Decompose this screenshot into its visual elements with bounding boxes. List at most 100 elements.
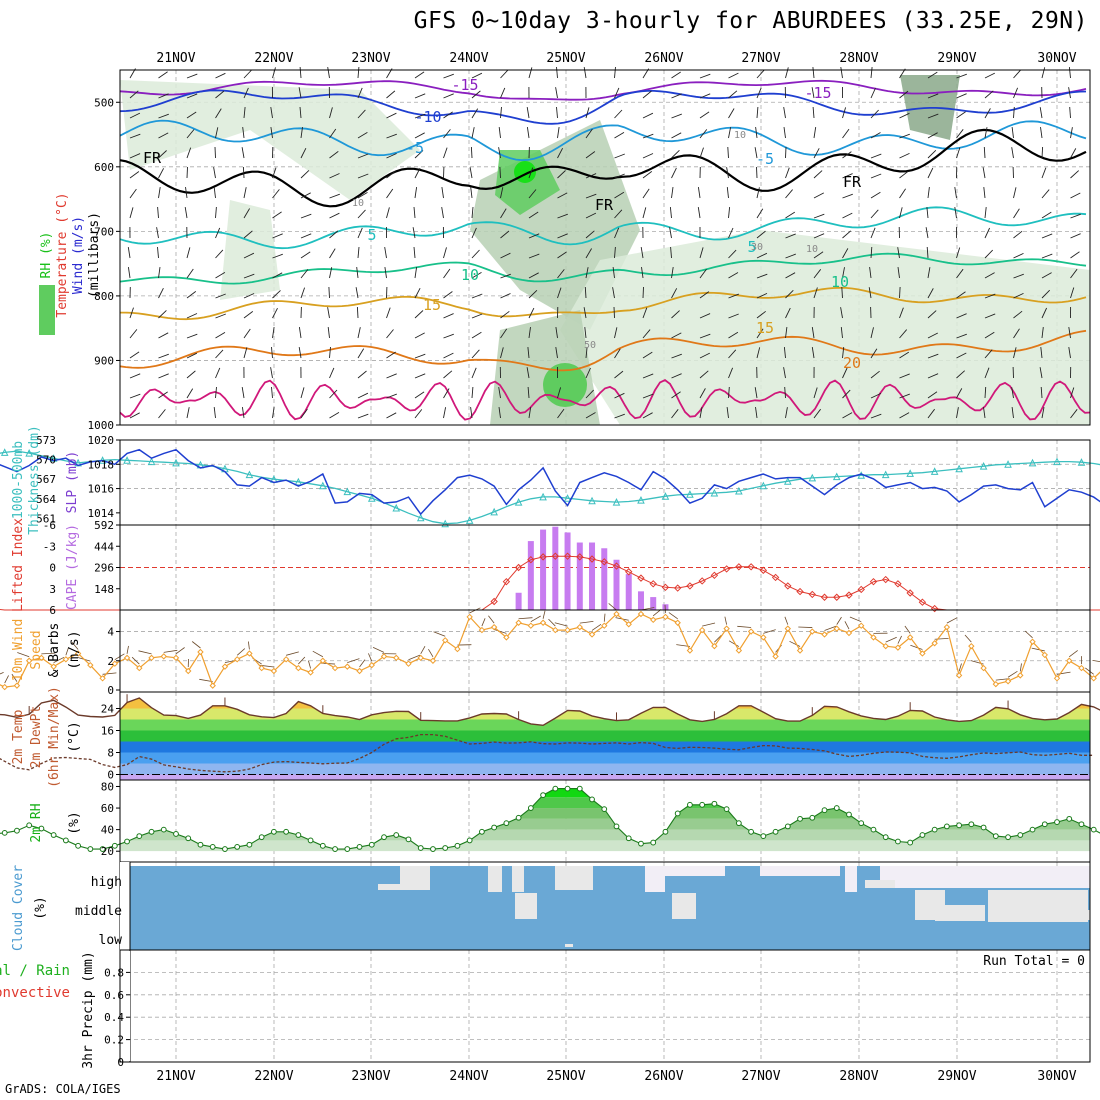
isotherm-label: 50 <box>584 340 596 351</box>
wind-barb <box>556 66 558 79</box>
wind-barb <box>783 127 786 139</box>
wind-barb <box>640 247 644 259</box>
wind-barb <box>243 328 251 339</box>
wind-barb <box>17 652 30 658</box>
wind-barb <box>842 173 853 179</box>
wind-barb <box>329 367 335 379</box>
rh-marker <box>356 843 363 850</box>
wind-barb <box>443 129 451 139</box>
rh-legend-swatch <box>39 285 55 335</box>
wind-marker <box>686 647 694 654</box>
wind-barb <box>500 311 510 319</box>
wind-barb <box>298 87 302 99</box>
li-marker <box>894 580 902 588</box>
rh-marker <box>381 834 387 841</box>
wind-barb <box>585 412 596 419</box>
wind-barb <box>899 112 910 119</box>
wind-marker <box>613 610 620 618</box>
wind-barb <box>527 386 530 399</box>
rh-marker <box>968 821 975 828</box>
wind-barb <box>699 247 704 259</box>
wind-barb <box>428 648 434 657</box>
wind-barb <box>215 249 224 259</box>
wind-barb <box>241 147 245 159</box>
wind-barb <box>927 408 935 419</box>
wind-barb <box>443 111 453 119</box>
wind-barb <box>186 370 196 379</box>
wind-barb <box>984 227 991 239</box>
wind-barb <box>129 207 134 219</box>
wind-barb <box>158 353 169 359</box>
rh-marker <box>723 806 730 813</box>
wind-barb <box>386 133 397 139</box>
cloud-light-block <box>935 905 985 921</box>
wind-marker <box>123 654 131 662</box>
wind-barb <box>129 351 140 359</box>
rh-marker <box>515 814 522 821</box>
wind-barb <box>726 167 729 179</box>
rh-shading <box>560 230 1090 425</box>
isotherm-label: 10 <box>831 273 849 291</box>
wind-barb <box>910 644 923 650</box>
wind-barb <box>699 291 710 299</box>
wind-barb <box>870 132 881 139</box>
wind-barb <box>958 663 962 672</box>
cloud-light-block <box>672 893 696 919</box>
cape-bar <box>564 532 571 610</box>
temp-band <box>120 752 1090 764</box>
wind-barb <box>671 267 674 279</box>
wind-barb <box>785 289 794 299</box>
wind-barb <box>557 192 568 199</box>
li-marker <box>661 583 670 592</box>
wind-barb <box>842 248 849 259</box>
thickness-marker <box>612 497 621 506</box>
wind-barb <box>671 391 681 399</box>
wind-barb <box>984 72 996 79</box>
wind-barb <box>186 111 197 119</box>
wind-barb <box>129 90 139 99</box>
wind-barb <box>129 329 138 339</box>
wind-barb <box>157 206 159 219</box>
wind-barb <box>500 293 511 299</box>
wind-barb <box>443 313 454 319</box>
wind-barb <box>756 208 764 219</box>
wind-barb <box>984 313 996 319</box>
rh-marker <box>111 842 118 849</box>
wind-marker <box>356 667 363 675</box>
cape-bar <box>613 559 620 610</box>
wind-barb <box>728 72 739 79</box>
wind-barb <box>443 291 453 299</box>
precip-label: 3hr Precip (mm) <box>81 951 96 1068</box>
wind-barb <box>885 636 897 643</box>
wind-barb <box>158 93 169 99</box>
wind-barb <box>870 370 880 379</box>
wind-barb <box>470 187 473 199</box>
thickness-marker <box>563 494 572 502</box>
wind-marker <box>919 650 926 657</box>
wind-barb <box>127 267 131 279</box>
isotherm-25 <box>119 379 1091 421</box>
wind-barb <box>186 147 192 159</box>
y-tick-label: 24 <box>101 703 115 716</box>
wind-barb <box>471 127 475 139</box>
wind-barb <box>669 207 672 219</box>
wind-marker <box>405 660 412 667</box>
wind-barb <box>899 90 909 99</box>
wind-barb <box>785 211 796 219</box>
wind-barb <box>927 93 939 99</box>
wind-barb <box>956 291 966 299</box>
wind-barb <box>414 167 421 179</box>
wind-barb <box>215 206 217 219</box>
wind-marker <box>1029 638 1036 645</box>
wind-barb <box>129 307 134 319</box>
wind-barb <box>408 654 421 661</box>
wind-barb <box>671 409 679 419</box>
cloud-row-label: high <box>91 875 122 890</box>
x-tick-label-top: 21NOV <box>156 51 195 66</box>
wind-barb <box>614 370 624 379</box>
x-tick-label-bottom: 23NOV <box>351 1069 390 1084</box>
y-axis-label: (millibars) <box>87 212 102 298</box>
wind-barb <box>956 352 967 359</box>
wind-barb <box>670 246 672 259</box>
wind-barb <box>1013 292 1024 299</box>
